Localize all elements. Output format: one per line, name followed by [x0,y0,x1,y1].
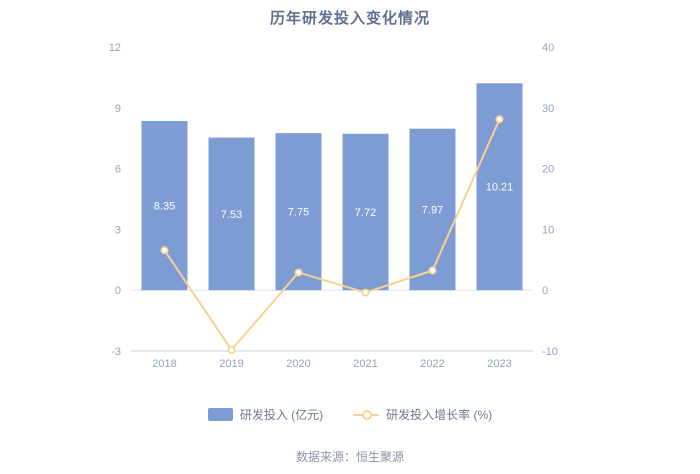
line-swatch-icon [353,408,380,421]
legend-item-bar[interactable]: 研发投入 (亿元) [207,406,324,423]
bar-value-label: 7.75 [288,207,309,219]
line-marker [495,115,504,124]
bar [208,137,255,291]
line-marker [428,266,437,275]
legend-bar-label: 研发投入 (亿元) [239,408,324,422]
left-axis-tick-label: 9 [115,103,121,115]
left-axis-tick-label: 6 [115,164,121,176]
left-axis-tick-label: 3 [115,224,121,236]
right-axis-tick-label: 0 [542,285,548,297]
right-axis-tick-label: -10 [542,346,558,358]
line-marker [227,345,236,354]
x-axis-category-label: 2019 [219,358,243,370]
x-axis-category-label: 2021 [353,358,377,370]
right-axis-tick-label: 10 [542,224,554,236]
data-source-note: 数据来源：恒生聚源 [295,450,404,464]
chart-legend: 研发投入 (亿元) 研发投入增长率 (%) [0,406,700,423]
bar [409,128,456,291]
bar [275,133,322,291]
left-axis-tick-label: 12 [109,42,121,54]
growth-rate-line [163,118,501,351]
line-marker [160,246,169,255]
right-axis-tick-label: 20 [542,164,554,176]
chart-canvas: -3 0 3 6 9 12 -10 0 10 20 30 40 8.35 2018 7.53 2019 7.75… [109,42,558,370]
right-axis-tick-label: 30 [542,103,554,115]
left-axis-tick-label: -3 [111,346,121,358]
legend-line-label: 研发投入增长率 (%) [386,408,493,422]
bar [141,120,188,291]
legend-item-line[interactable]: 研发投入增长率 (%) [353,406,492,423]
left-axis-tick-label: 0 [115,285,121,297]
bar-swatch-icon [207,408,233,421]
line-marker [294,268,303,277]
bar-value-label: 7.53 [221,209,242,221]
x-axis-category-label: 2022 [420,358,444,370]
x-axis-category-label: 2023 [487,358,511,370]
line-marker [361,288,370,297]
chart-title: 历年研发投入变化情况 [269,10,430,27]
bar-value-label: 7.72 [355,207,376,219]
x-axis-category-label: 2020 [286,358,310,370]
right-axis-tick-label: 40 [542,42,554,54]
bar-value-label: 8.35 [154,201,175,213]
bar-value-label: 7.97 [422,204,443,216]
x-axis-category-label: 2018 [152,358,176,370]
bar-value-label: 10.21 [486,182,514,194]
bar [342,133,389,291]
